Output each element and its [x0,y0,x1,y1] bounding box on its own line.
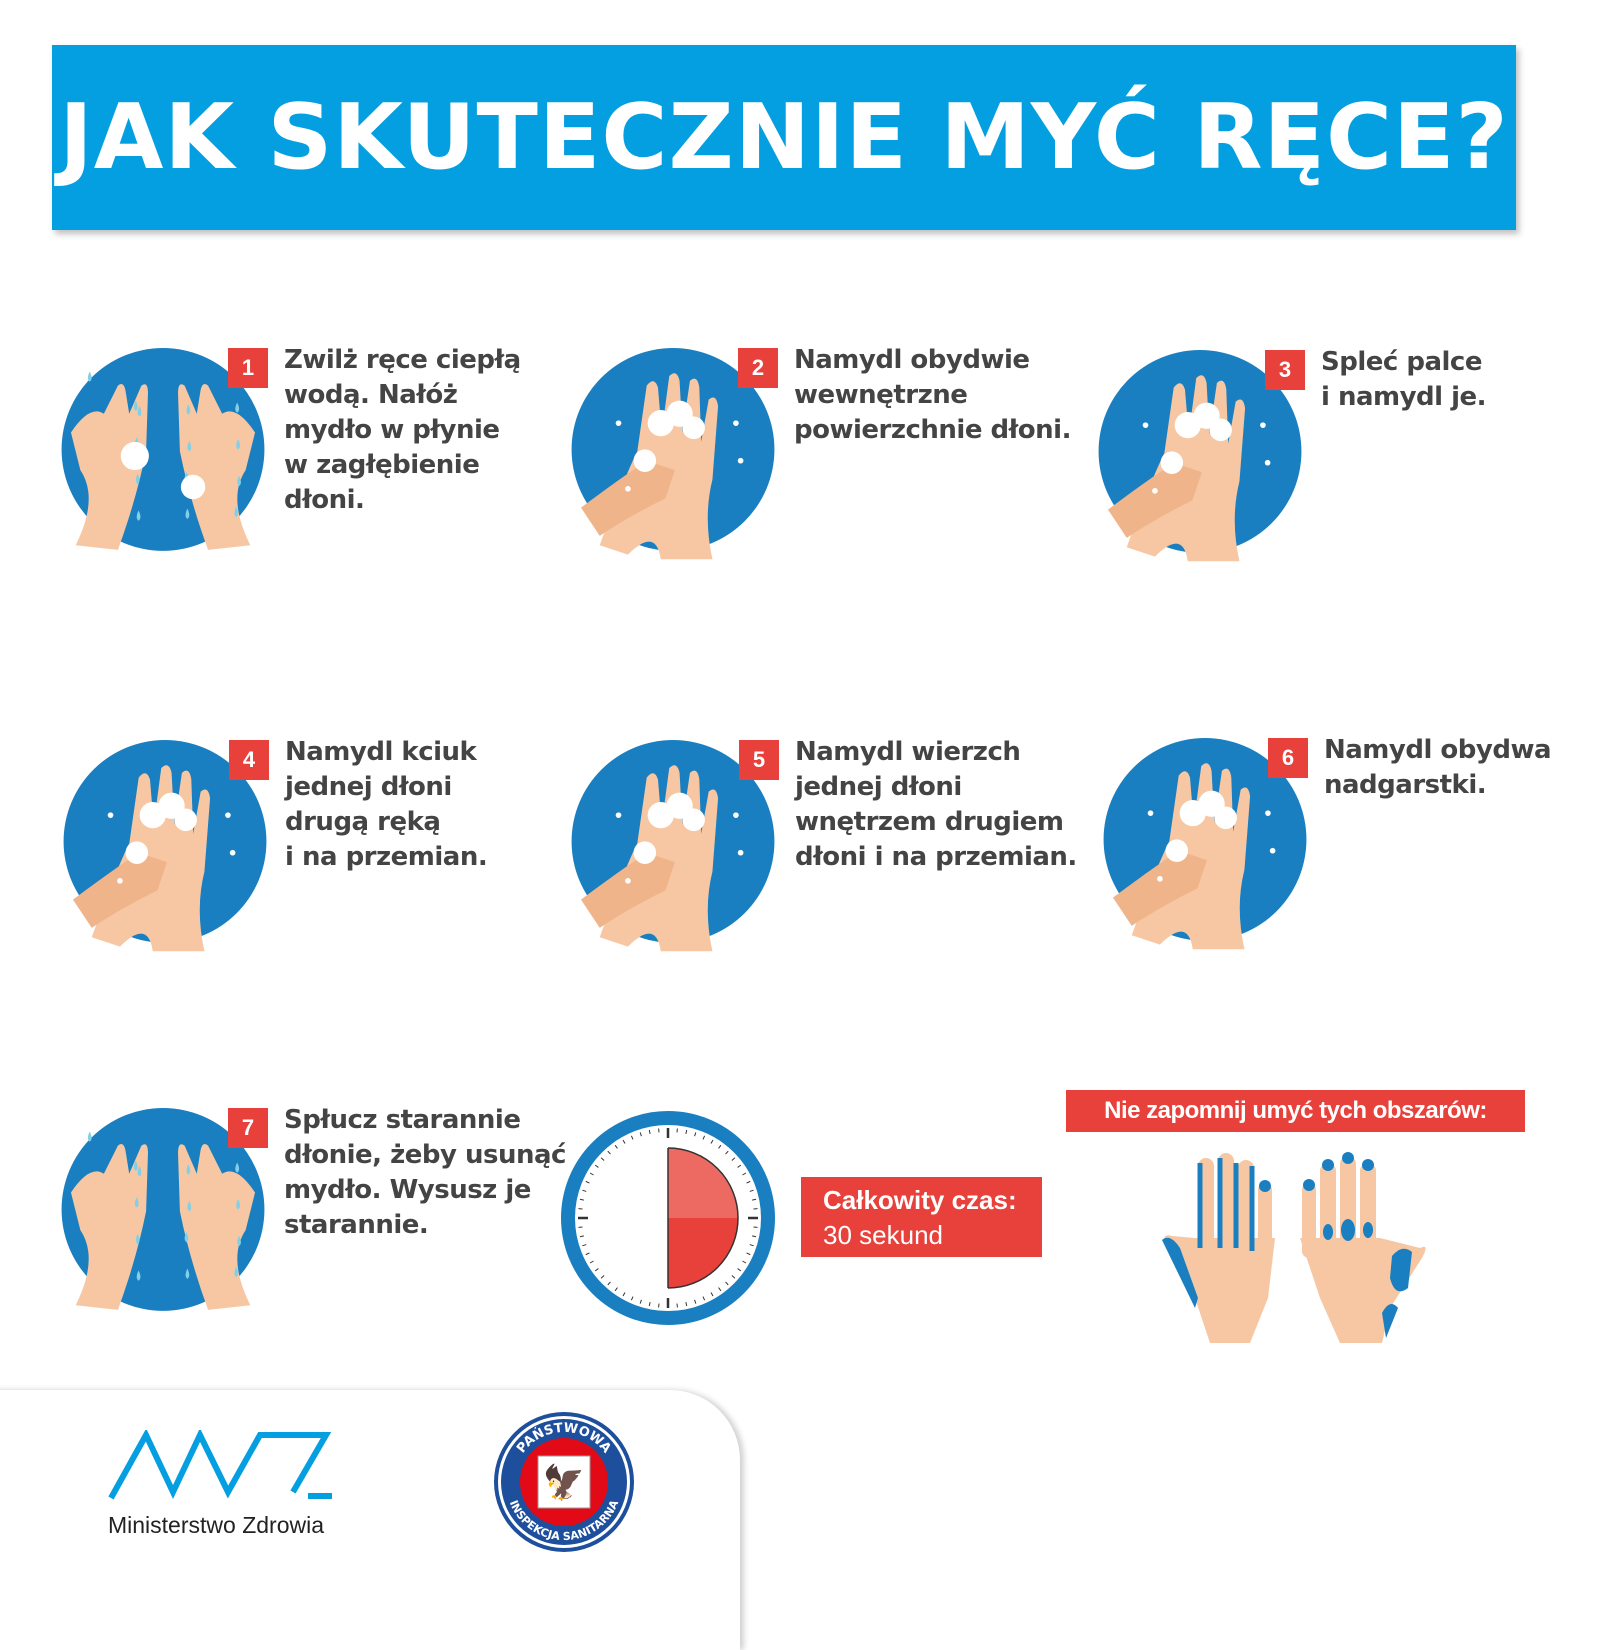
ministry-logo [108,1430,334,1507]
page-title: JAK SKUTECZNIE MYĆ RĘCE? [59,85,1509,190]
step-number-badge: 1 [228,348,268,388]
step-text: Namydl wierzch jednej dłoni wnętrzem dru… [795,735,1077,875]
step-number-badge: 2 [738,348,778,388]
total-time-box: Całkowity czas: 30 sekund [801,1177,1042,1257]
step-number-badge: 5 [739,740,779,780]
pis-seal-icon: 🦅 PAŃSTWOWA INSPEKCJA SANITARNA [492,1410,637,1555]
areas-banner: Nie zapomnij umyć tych obszarów: [1066,1090,1525,1132]
step-text: Namydl kciuk jednej dłoni drugą ręką i n… [285,735,487,875]
stopwatch-icon [560,1110,776,1326]
step-text: Zwilż ręce ciepłą wodą. Nałóż mydło w pł… [284,343,521,518]
step-text: Spłucz starannie dłonie, żeby usunąć myd… [284,1103,566,1243]
step-number-badge: 6 [1268,738,1308,778]
sanitary-inspection-logo: 🦅 PAŃSTWOWA INSPEKCJA SANITARNA [492,1410,637,1560]
step-number-badge: 4 [229,740,269,780]
step-text: Namydl obydwa nadgarstki. [1324,733,1551,803]
total-time-label: Całkowity czas: [823,1183,1020,1218]
hands-areas-icon [1150,1148,1440,1348]
ministry-name: Ministerstwo Zdrowia [108,1512,324,1539]
step-text: Namydl obydwie wewnętrzne powierzchnie d… [794,343,1071,448]
mz-logo-icon [108,1430,334,1502]
timer-illustration [560,1110,776,1331]
header-banner: JAK SKUTECZNIE MYĆ RĘCE? [52,45,1516,230]
total-time-value: 30 sekund [823,1220,943,1250]
step-number-badge: 7 [228,1108,268,1148]
step-number-badge: 3 [1265,350,1305,390]
step-text: Spleć palce i namydl je. [1321,345,1486,415]
missed-areas-illustration [1150,1148,1440,1353]
svg-text:🦅: 🦅 [543,1462,585,1502]
